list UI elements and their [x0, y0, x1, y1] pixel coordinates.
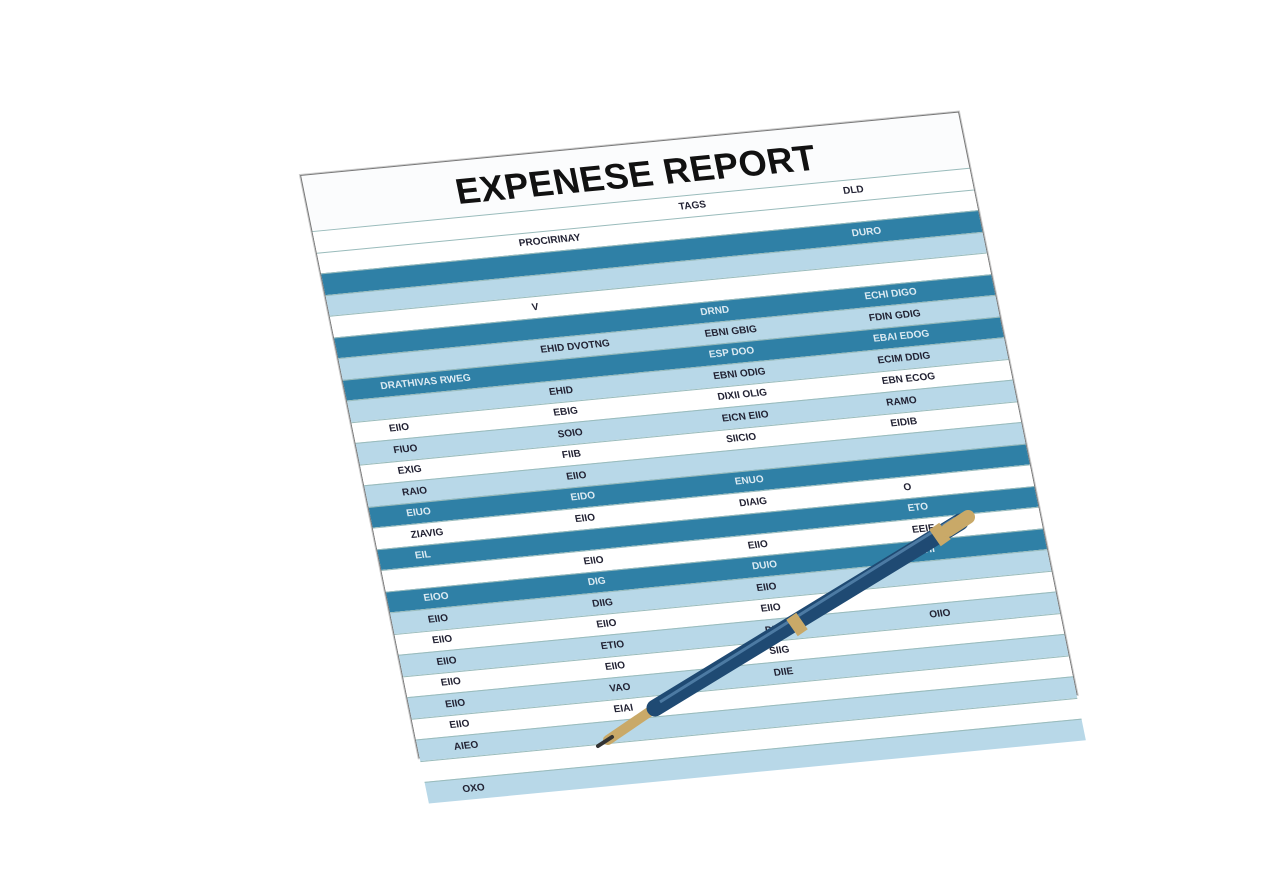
pen-icon	[596, 510, 975, 748]
